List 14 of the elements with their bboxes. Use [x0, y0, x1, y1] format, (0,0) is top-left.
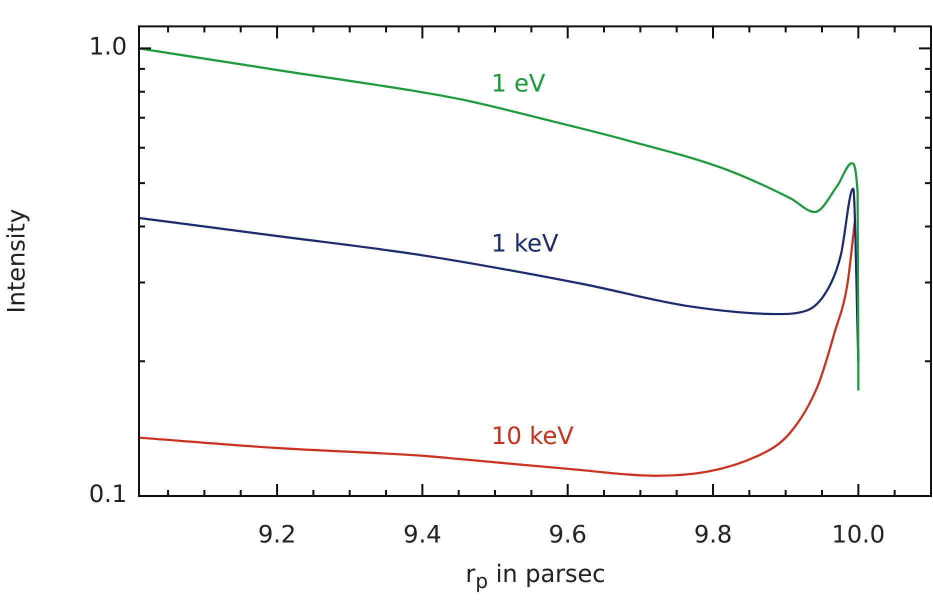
line-series [139, 221, 856, 477]
series-label: 10 keV [491, 422, 574, 450]
series-label: 1 keV [491, 229, 559, 258]
x-tick-label: 9.2 [258, 520, 296, 549]
series-label: 1 eV [491, 70, 546, 98]
x-axis-title: r$_{p}$ in parsec [464, 560, 606, 593]
y-tick-label: 1.0 [88, 32, 127, 61]
line-series [139, 47, 860, 391]
x-tick-label: 9.8 [694, 520, 732, 549]
x-tick-label: 9.4 [403, 520, 442, 549]
y-axis-title: Intensity [2, 208, 31, 314]
y-tick-label: 0.1 [88, 480, 127, 508]
x-tick-label: 9.6 [548, 520, 587, 549]
x-tick-label: 10.0 [832, 520, 886, 549]
